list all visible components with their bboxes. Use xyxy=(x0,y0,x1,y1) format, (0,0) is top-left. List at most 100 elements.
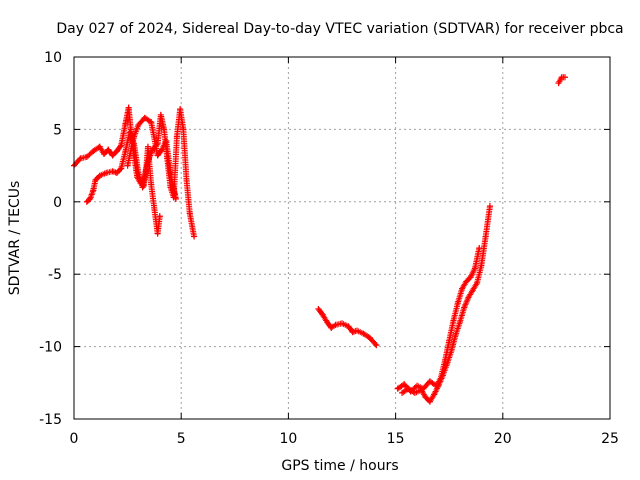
data-point xyxy=(366,334,373,341)
data-point xyxy=(154,230,161,237)
chart-title: Day 027 of 2024, Sidereal Day-to-day VTE… xyxy=(56,21,623,37)
data-point xyxy=(171,190,178,197)
data-point xyxy=(90,148,97,155)
series-pass-3b xyxy=(399,203,493,405)
data-point xyxy=(163,137,170,144)
data-point xyxy=(414,382,421,389)
data-point xyxy=(177,106,184,113)
data-point xyxy=(96,172,103,179)
data-point xyxy=(426,378,433,385)
data-point xyxy=(431,391,438,398)
y-tick-label: 0 xyxy=(53,195,62,211)
data-point xyxy=(77,155,84,162)
data-point xyxy=(465,294,472,301)
data-point xyxy=(156,213,163,220)
data-point xyxy=(96,143,103,150)
data-point xyxy=(345,323,352,330)
series-pass-1c xyxy=(124,114,179,202)
data-point xyxy=(323,318,330,325)
data-point xyxy=(83,198,90,205)
y-axis-label: SDTVAR / TECUs xyxy=(7,181,23,296)
data-point xyxy=(183,177,190,184)
data-point xyxy=(469,287,476,294)
data-point xyxy=(411,389,418,396)
data-point xyxy=(450,317,457,324)
data-points xyxy=(71,74,568,405)
data-point xyxy=(90,187,97,194)
data-point xyxy=(144,143,151,150)
data-point xyxy=(332,321,339,328)
data-point xyxy=(151,206,158,213)
data-point xyxy=(109,168,116,175)
data-point xyxy=(161,126,168,133)
x-tick-label: 15 xyxy=(387,431,405,447)
data-point xyxy=(405,385,412,392)
data-point xyxy=(118,142,125,149)
x-axis-label: GPS time / hours xyxy=(281,458,398,474)
series-pass-2 xyxy=(315,305,380,349)
data-point xyxy=(422,394,429,401)
data-point xyxy=(172,195,179,202)
data-point xyxy=(478,262,485,269)
y-tick-label: -15 xyxy=(39,412,62,428)
data-point xyxy=(131,133,138,140)
data-point xyxy=(167,169,174,176)
data-point xyxy=(122,120,129,127)
data-point xyxy=(354,327,361,334)
data-point xyxy=(349,329,356,336)
data-point xyxy=(471,265,478,272)
data-point xyxy=(401,381,408,388)
data-point xyxy=(157,111,164,118)
data-point xyxy=(328,324,335,331)
data-point xyxy=(146,155,153,162)
data-point xyxy=(141,114,148,121)
data-point xyxy=(373,342,380,349)
x-tick-label: 0 xyxy=(70,431,79,447)
y-tick-label: 10 xyxy=(44,50,62,66)
data-point xyxy=(124,162,131,169)
data-point xyxy=(418,387,425,394)
data-point xyxy=(446,337,453,344)
data-point xyxy=(148,181,155,188)
data-point xyxy=(435,382,442,389)
x-tick-label: 20 xyxy=(494,431,512,447)
y-tick-label: -5 xyxy=(48,267,62,283)
data-point xyxy=(169,181,176,188)
x-tick-label: 25 xyxy=(601,431,619,447)
data-point xyxy=(467,274,474,281)
data-point xyxy=(463,278,470,285)
data-point xyxy=(158,146,165,153)
data-point xyxy=(555,80,562,87)
data-point xyxy=(135,122,142,129)
data-point xyxy=(459,285,466,292)
data-point xyxy=(126,129,133,136)
data-point xyxy=(561,74,568,81)
plot-frame xyxy=(73,56,611,420)
series-pass-4 xyxy=(555,74,568,87)
data-point xyxy=(191,233,198,240)
data-point xyxy=(105,146,112,153)
data-point xyxy=(456,318,463,325)
data-point xyxy=(444,360,451,367)
data-point xyxy=(118,165,125,172)
data-point xyxy=(426,398,433,405)
data-point xyxy=(135,169,142,176)
data-point xyxy=(125,104,132,111)
data-point xyxy=(399,389,406,396)
data-point xyxy=(101,151,108,158)
x-tick-label: 10 xyxy=(279,431,297,447)
data-point xyxy=(461,304,468,311)
data-point xyxy=(103,169,110,176)
data-point xyxy=(109,152,116,159)
data-point xyxy=(122,148,129,155)
data-point xyxy=(439,372,446,379)
data-point xyxy=(113,169,120,176)
data-point xyxy=(92,177,99,184)
data-point xyxy=(448,347,455,354)
y-tick-label: -10 xyxy=(39,340,62,356)
data-point xyxy=(87,195,94,202)
data-point xyxy=(315,305,322,312)
data-point xyxy=(319,311,326,318)
data-point xyxy=(173,133,180,140)
